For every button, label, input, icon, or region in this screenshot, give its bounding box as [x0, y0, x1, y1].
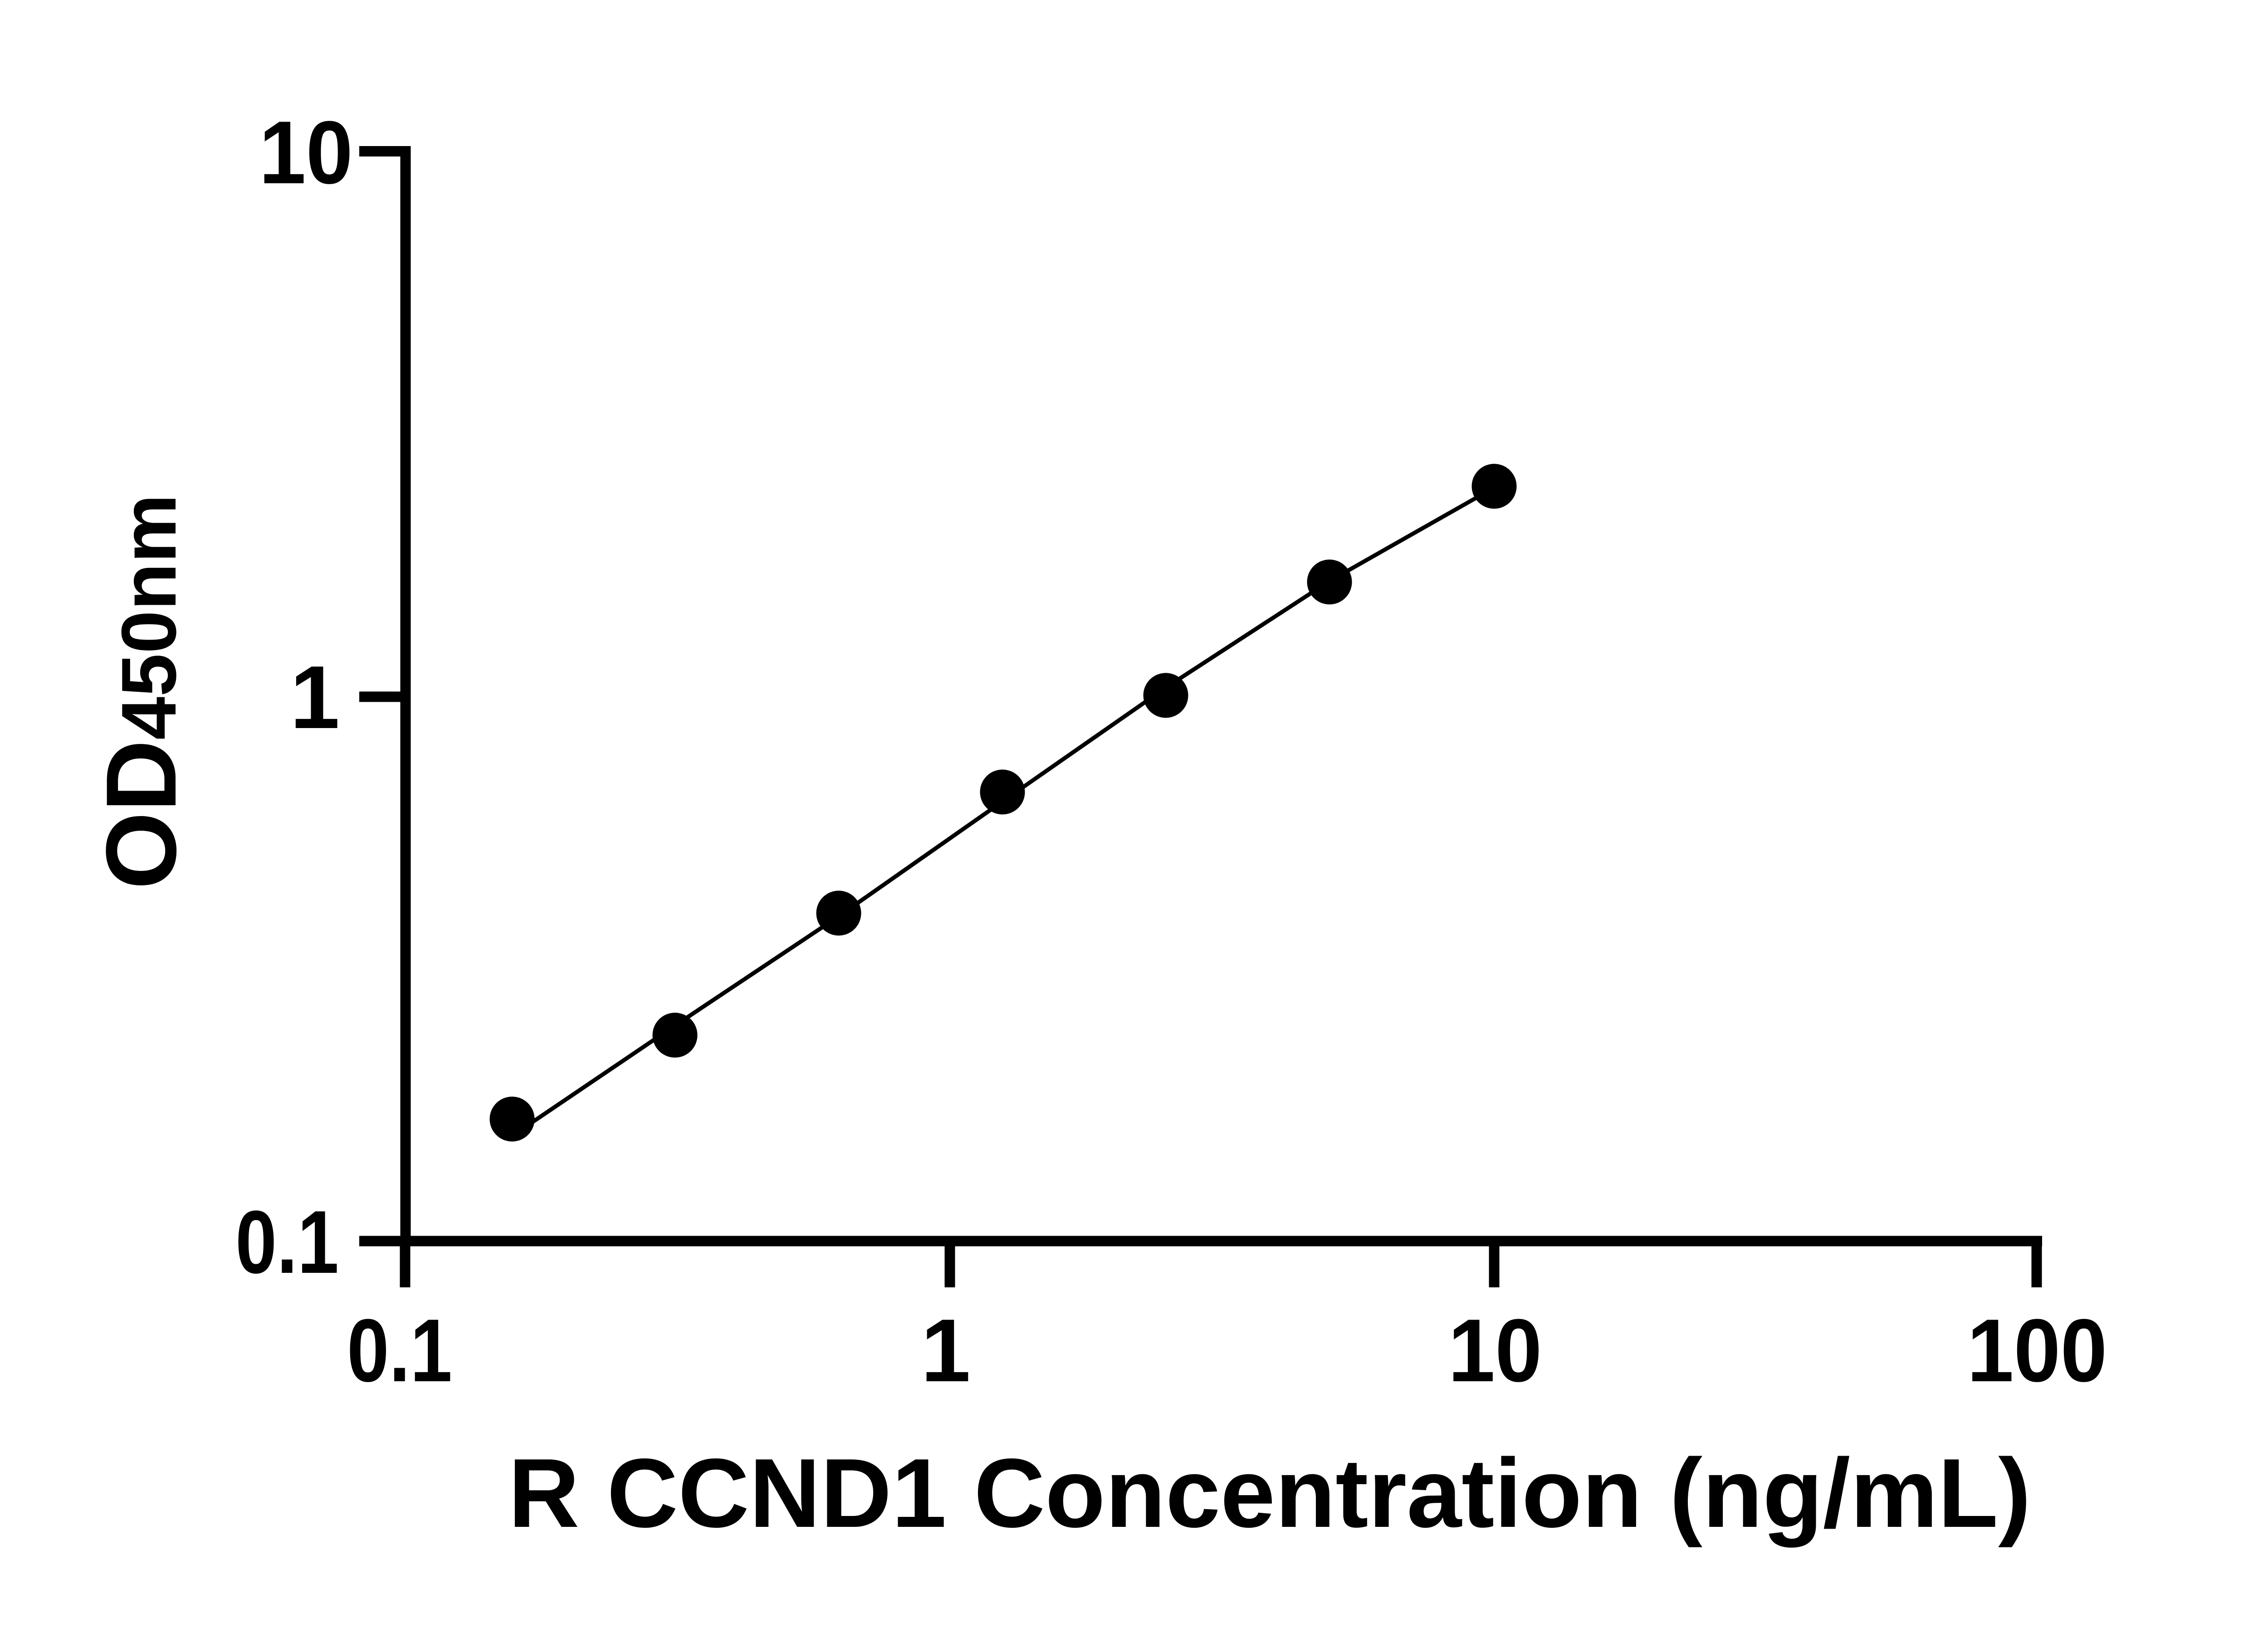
svg-text:10: 10: [259, 103, 353, 202]
svg-text:10: 10: [1448, 1301, 1542, 1400]
svg-text:1: 1: [290, 647, 340, 747]
svg-text:100: 100: [1967, 1301, 2107, 1400]
svg-text:0.1: 0.1: [235, 1192, 339, 1292]
svg-text:R CCND1 Concentration (ng/mL): R CCND1 Concentration (ng/mL): [508, 1438, 2031, 1548]
svg-text:OD450nm: OD450nm: [85, 494, 197, 890]
svg-text:0.1: 0.1: [347, 1301, 452, 1400]
svg-text:1: 1: [921, 1301, 971, 1400]
